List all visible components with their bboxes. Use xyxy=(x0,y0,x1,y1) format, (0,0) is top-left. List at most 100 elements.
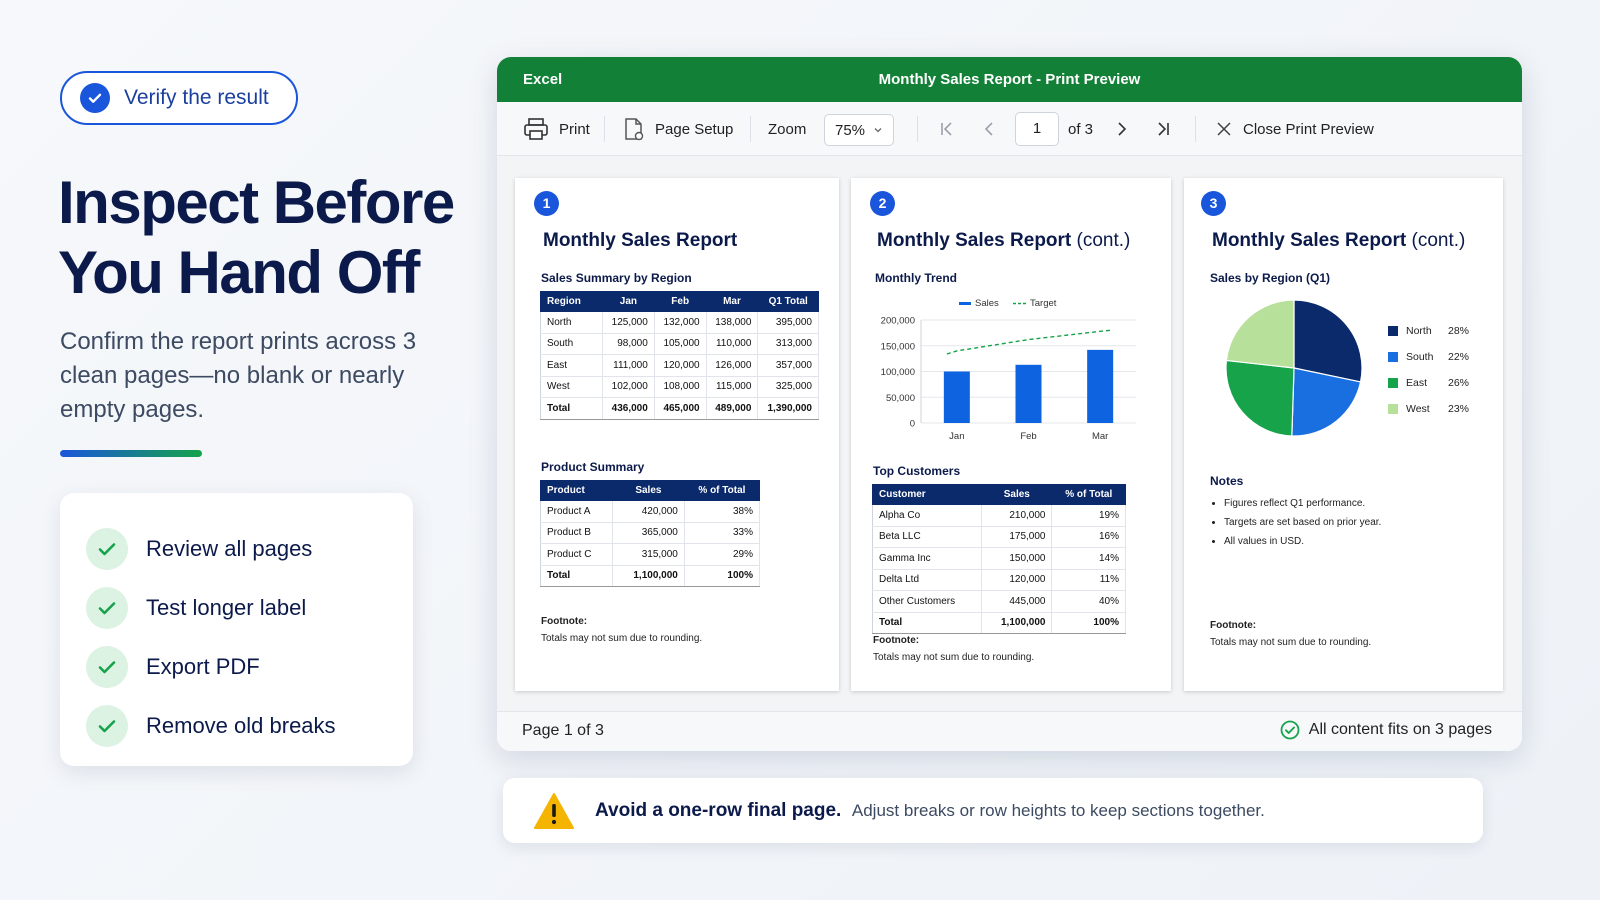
legend-swatch xyxy=(1388,352,1398,362)
table-row: Beta LLC 175,000 16% xyxy=(871,526,1126,548)
table-total-row: Total 1,100,000 100% xyxy=(540,564,761,587)
cell: 33% xyxy=(684,522,761,544)
legend-item: West 23% xyxy=(1388,396,1469,422)
line-target xyxy=(946,329,1111,355)
toolbar-divider xyxy=(750,116,751,142)
cell: 420,000 xyxy=(612,500,685,523)
section-title: Sales by Region (Q1) xyxy=(1210,271,1331,285)
table-row: Product B 365,000 33% xyxy=(540,522,761,544)
verify-result-label: Verify the result xyxy=(124,86,269,109)
bar-sales xyxy=(1015,364,1042,423)
table-row: West 102,000 108,000 115,000 325,000 xyxy=(540,376,819,398)
excel-print-preview-window: Excel Monthly Sales Report - Print Previ… xyxy=(497,57,1522,751)
check-icon xyxy=(86,586,128,629)
monthly-trend-chart: 0 50,000 100,000 150,000 200,000 Jan Feb Mar Sal… xyxy=(881,298,1136,442)
check-icon xyxy=(86,645,128,688)
cell: 98,000 xyxy=(602,333,655,355)
cell: 105,000 xyxy=(654,333,707,355)
cell: 108,000 xyxy=(654,376,707,398)
last-page-button[interactable] xyxy=(1154,102,1172,156)
cell: 1,100,000 xyxy=(612,564,685,587)
cell: Delta Ltd xyxy=(871,569,983,591)
cell: 445,000 xyxy=(981,590,1053,613)
pie-legend: North 28% South 22% East 26% West 23% xyxy=(1388,318,1469,422)
cell: 365,000 xyxy=(612,522,685,544)
accent-divider xyxy=(60,450,202,457)
headline-line-2: You Hand Off xyxy=(58,239,420,306)
close-print-preview-button[interactable]: Close Print Preview xyxy=(1215,102,1374,156)
column-header: Q1 Total xyxy=(757,291,819,312)
page-title: Monthly Sales Report (cont.) xyxy=(877,230,1130,252)
footnote-text: Totals may not sum due to rounding. xyxy=(873,652,1035,663)
table-row: Other Customers 445,000 40% xyxy=(871,590,1126,613)
toolbar-divider xyxy=(604,116,605,142)
toolbar-divider xyxy=(917,116,918,142)
table-total-row: Total 1,100,000 100% xyxy=(871,611,1126,634)
cell: Total xyxy=(540,397,603,420)
region-table: Region Jan Feb Mar Q1 Total North 125,000… xyxy=(540,291,819,420)
checklist-item-label: Test longer label xyxy=(146,594,307,620)
y-tick-label: 50,000 xyxy=(886,393,915,404)
cell: 29% xyxy=(684,543,761,566)
first-page-icon xyxy=(941,122,952,136)
cell: Beta LLC xyxy=(871,526,983,548)
status-bar: Page 1 of 3 All content fits on 3 pages xyxy=(497,711,1522,751)
cell: 489,000 xyxy=(706,397,759,420)
print-button[interactable]: Print xyxy=(523,102,590,156)
app-name: Excel xyxy=(523,71,563,88)
checklist-item: Remove old breaks xyxy=(86,696,387,755)
table-total-row: Total 436,000 465,000 489,000 1,390,000 xyxy=(540,397,819,420)
legend-swatch xyxy=(1388,404,1398,414)
cell: 313,000 xyxy=(757,333,819,355)
cell: 40% xyxy=(1051,590,1126,613)
warning-detail: Adjust breaks or row heights to keep sec… xyxy=(851,800,1265,820)
column-header: Sales xyxy=(981,484,1053,505)
page-title-cont: (cont.) xyxy=(1071,230,1131,251)
pie-slice-north xyxy=(1293,299,1363,383)
footnote: Footnote: Totals may not sum due to roun… xyxy=(1210,620,1371,648)
warning-title: Avoid a one-row final page. xyxy=(595,799,842,821)
table-row: Delta Ltd 120,000 11% xyxy=(871,569,1126,591)
print-preview-area[interactable]: 1 Monthly Sales Report Sales Summary by … xyxy=(497,156,1522,711)
cell: Product A xyxy=(540,500,613,523)
next-page-button[interactable] xyxy=(1115,102,1129,156)
cell: 102,000 xyxy=(602,376,655,398)
preview-page-1[interactable]: 1 Monthly Sales Report Sales Summary by … xyxy=(515,178,839,691)
cell: Product C xyxy=(540,543,613,566)
cell: 395,000 xyxy=(757,311,819,334)
zoom-select[interactable]: 75% xyxy=(824,114,894,146)
table-row: East 111,000 120,000 126,000 357,000 xyxy=(540,354,819,377)
pie-slice-south xyxy=(1291,367,1362,437)
status-page-current: 1 xyxy=(563,722,573,739)
preview-page-2[interactable]: 2 Monthly Sales Report (cont.) Monthly T… xyxy=(851,178,1171,691)
close-print-preview-label: Close Print Preview xyxy=(1243,120,1374,138)
legend-item: North 28% xyxy=(1388,318,1469,344)
cell: 111,000 xyxy=(602,354,655,377)
table-row: Product C 315,000 29% xyxy=(540,543,761,566)
column-header: Region xyxy=(540,291,603,312)
preview-page-3[interactable]: 3 Monthly Sales Report (cont.) Sales by … xyxy=(1184,178,1503,691)
cell: 126,000 xyxy=(706,354,759,377)
page-setup-icon xyxy=(625,118,644,141)
legend-value: 26% xyxy=(1448,377,1470,389)
cell: South xyxy=(540,333,603,355)
zoom-label-text: Zoom xyxy=(768,120,807,138)
section-title: Product Summary xyxy=(541,460,645,474)
column-header: % of Total xyxy=(1051,484,1126,505)
close-icon xyxy=(1217,122,1231,136)
check-icon xyxy=(86,704,128,747)
column-header: Customer xyxy=(871,484,983,505)
page-number-input[interactable]: 1 xyxy=(1015,112,1059,146)
window-titlebar: Excel Monthly Sales Report - Print Previ… xyxy=(497,57,1522,102)
prev-page-button[interactable] xyxy=(982,102,996,156)
first-page-button[interactable] xyxy=(938,102,956,156)
page-setup-button[interactable]: Page Setup xyxy=(623,102,733,156)
cell: 110,000 xyxy=(706,333,759,355)
chart-legend: Sales Target xyxy=(959,298,1057,309)
checklist-item-label: Review all pages xyxy=(146,535,313,561)
warning-icon xyxy=(534,792,574,829)
y-tick-label: 100,000 xyxy=(881,367,915,378)
checklist-item: Review all pages xyxy=(86,519,387,578)
page-title-cont: (cont.) xyxy=(1406,230,1466,251)
table-row: Gamma Inc 150,000 14% xyxy=(871,547,1126,570)
